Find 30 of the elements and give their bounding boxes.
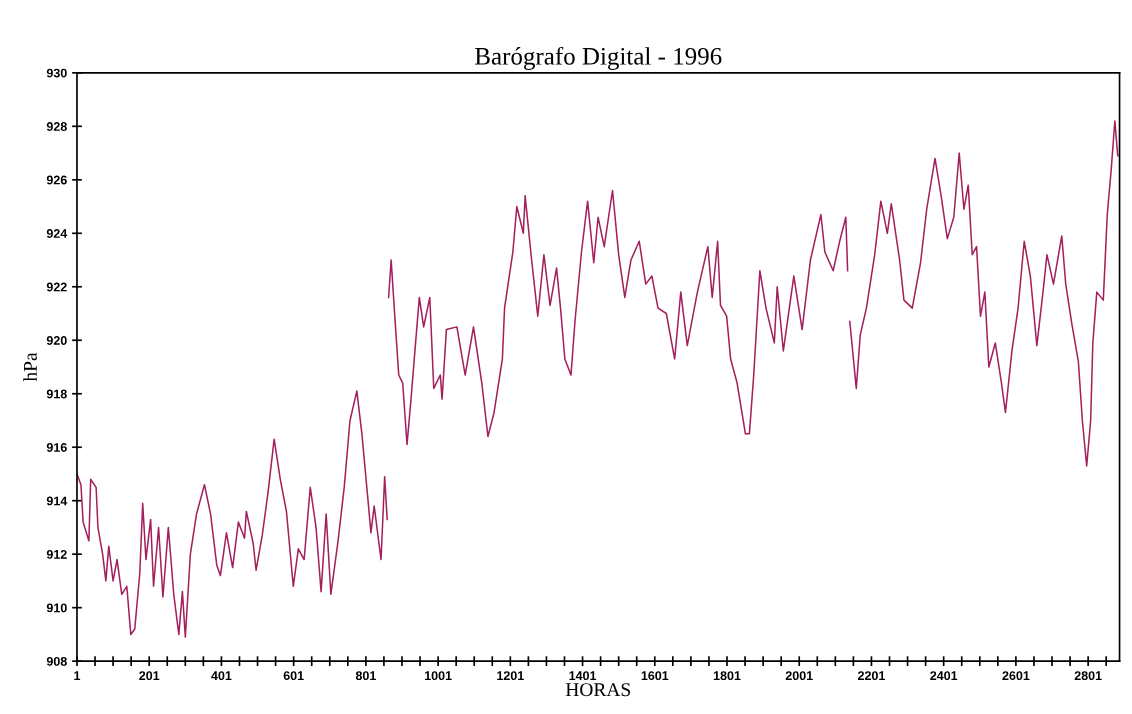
y-tick-label: 924: [46, 229, 68, 238]
x-tick-label: 1: [74, 671, 81, 680]
y-tick-label: 930: [46, 68, 67, 78]
x-tick-label: 801: [355, 671, 376, 681]
y-axis-title: hPa: [23, 352, 37, 382]
x-tick-label: 1001: [424, 671, 452, 681]
x-tick-label: 2801: [1074, 671, 1102, 681]
y-tick-label: 912: [46, 549, 67, 559]
x-tick-label: 2401: [930, 671, 958, 681]
x-axis-title: HORAS: [565, 683, 631, 697]
y-tick-label: 916: [46, 443, 67, 452]
x-tick-label: 1801: [713, 671, 741, 681]
y-tick-label: 928: [46, 122, 67, 131]
x-tick-label: 201: [139, 671, 160, 681]
y-tick-label: 908: [46, 656, 67, 666]
y-tick-label: 918: [46, 389, 67, 399]
x-tick-label: 1401: [569, 671, 597, 681]
x-tick-label: 1601: [641, 671, 669, 681]
x-tick-label: 2601: [1002, 671, 1030, 681]
x-tick-label: 2201: [857, 671, 886, 681]
y-tick-label: 914: [46, 496, 68, 506]
y-tick-label: 922: [46, 282, 67, 292]
x-tick-label: 1201: [497, 671, 524, 681]
x-tick-label: 401: [211, 671, 232, 681]
x-tick-label: 2001: [785, 671, 813, 681]
chart-title: Barógrafo Digital - 1996: [475, 46, 722, 70]
y-tick-label: 926: [46, 175, 67, 185]
y-tick-label: 920: [46, 336, 67, 345]
x-tick-label: 601: [283, 671, 304, 681]
y-tick-label: 910: [46, 603, 67, 613]
